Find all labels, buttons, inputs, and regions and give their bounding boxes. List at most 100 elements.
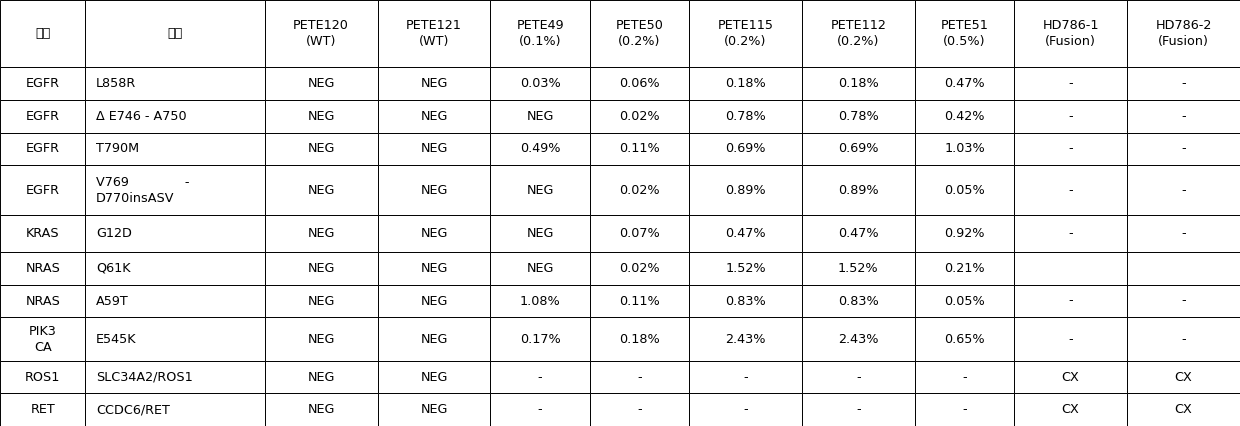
- Text: NEG: NEG: [308, 142, 335, 155]
- Text: 0.78%: 0.78%: [838, 110, 879, 123]
- Bar: [377, 100, 491, 132]
- Bar: [689, 165, 802, 215]
- Text: 1.52%: 1.52%: [725, 262, 765, 275]
- Bar: [915, 100, 1014, 132]
- Text: 0.18%: 0.18%: [838, 77, 879, 90]
- Text: -: -: [637, 403, 641, 416]
- Bar: [1127, 285, 1240, 317]
- Bar: [86, 215, 264, 252]
- Bar: [0, 132, 86, 165]
- Bar: [1014, 67, 1127, 100]
- Bar: [1127, 252, 1240, 285]
- Bar: [377, 165, 491, 215]
- Text: -: -: [1068, 333, 1073, 345]
- Text: 0.42%: 0.42%: [944, 110, 985, 123]
- Text: CX: CX: [1061, 371, 1079, 383]
- Bar: [264, 132, 377, 165]
- Bar: [377, 317, 491, 361]
- Bar: [264, 165, 377, 215]
- Bar: [0, 393, 86, 426]
- Text: NEG: NEG: [420, 77, 448, 90]
- Bar: [1127, 132, 1240, 165]
- Bar: [802, 165, 915, 215]
- Text: NEG: NEG: [308, 262, 335, 275]
- Bar: [915, 252, 1014, 285]
- Text: -: -: [962, 403, 967, 416]
- Text: EGFR: EGFR: [26, 184, 60, 197]
- Text: 0.02%: 0.02%: [619, 262, 660, 275]
- Bar: [1127, 165, 1240, 215]
- Bar: [86, 132, 264, 165]
- Text: 0.47%: 0.47%: [725, 227, 765, 240]
- Text: 0.11%: 0.11%: [619, 294, 660, 308]
- Bar: [377, 393, 491, 426]
- Bar: [264, 361, 377, 393]
- Text: -: -: [1068, 184, 1073, 197]
- Text: CX: CX: [1174, 403, 1193, 416]
- Text: 0.89%: 0.89%: [838, 184, 879, 197]
- Bar: [915, 0, 1014, 67]
- Bar: [915, 393, 1014, 426]
- Text: 0.92%: 0.92%: [944, 227, 985, 240]
- Text: RET: RET: [30, 403, 55, 416]
- Bar: [0, 361, 86, 393]
- Bar: [0, 317, 86, 361]
- Bar: [802, 67, 915, 100]
- Bar: [377, 361, 491, 393]
- Bar: [264, 393, 377, 426]
- Bar: [1127, 67, 1240, 100]
- Text: -: -: [1182, 294, 1185, 308]
- Text: 0.05%: 0.05%: [944, 184, 985, 197]
- Bar: [590, 361, 689, 393]
- Text: PETE115
(0.2%): PETE115 (0.2%): [718, 19, 774, 48]
- Text: PIK3
CA: PIK3 CA: [29, 325, 57, 354]
- Bar: [0, 0, 86, 67]
- Bar: [264, 252, 377, 285]
- Text: -: -: [1068, 227, 1073, 240]
- Bar: [377, 0, 491, 67]
- Bar: [802, 0, 915, 67]
- Bar: [590, 100, 689, 132]
- Bar: [491, 0, 590, 67]
- Text: 0.21%: 0.21%: [944, 262, 985, 275]
- Bar: [491, 132, 590, 165]
- Text: T790M: T790M: [97, 142, 139, 155]
- Bar: [915, 67, 1014, 100]
- Text: CCDC6/RET: CCDC6/RET: [97, 403, 170, 416]
- Text: -: -: [1068, 110, 1073, 123]
- Text: CX: CX: [1174, 371, 1193, 383]
- Text: NEG: NEG: [420, 403, 448, 416]
- Text: Q61K: Q61K: [97, 262, 130, 275]
- Bar: [264, 67, 377, 100]
- Bar: [264, 317, 377, 361]
- Text: -: -: [538, 371, 542, 383]
- Bar: [1014, 285, 1127, 317]
- Bar: [0, 285, 86, 317]
- Bar: [689, 393, 802, 426]
- Text: NEG: NEG: [308, 184, 335, 197]
- Text: NEG: NEG: [308, 77, 335, 90]
- Text: -: -: [856, 371, 861, 383]
- Bar: [1014, 252, 1127, 285]
- Bar: [264, 0, 377, 67]
- Bar: [0, 100, 86, 132]
- Text: -: -: [637, 371, 641, 383]
- Text: -: -: [1182, 184, 1185, 197]
- Text: PETE121
(WT): PETE121 (WT): [405, 19, 463, 48]
- Text: NEG: NEG: [527, 184, 554, 197]
- Bar: [491, 67, 590, 100]
- Text: 0.47%: 0.47%: [838, 227, 879, 240]
- Text: PETE112
(0.2%): PETE112 (0.2%): [831, 19, 887, 48]
- Text: NEG: NEG: [420, 333, 448, 345]
- Bar: [802, 285, 915, 317]
- Text: NEG: NEG: [308, 110, 335, 123]
- Text: 0.18%: 0.18%: [619, 333, 660, 345]
- Text: 0.49%: 0.49%: [520, 142, 560, 155]
- Text: 0.02%: 0.02%: [619, 110, 660, 123]
- Bar: [1014, 393, 1127, 426]
- Text: NEG: NEG: [420, 110, 448, 123]
- Text: HD786-1
(Fusion): HD786-1 (Fusion): [1043, 19, 1099, 48]
- Bar: [491, 317, 590, 361]
- Text: 0.02%: 0.02%: [619, 184, 660, 197]
- Bar: [590, 132, 689, 165]
